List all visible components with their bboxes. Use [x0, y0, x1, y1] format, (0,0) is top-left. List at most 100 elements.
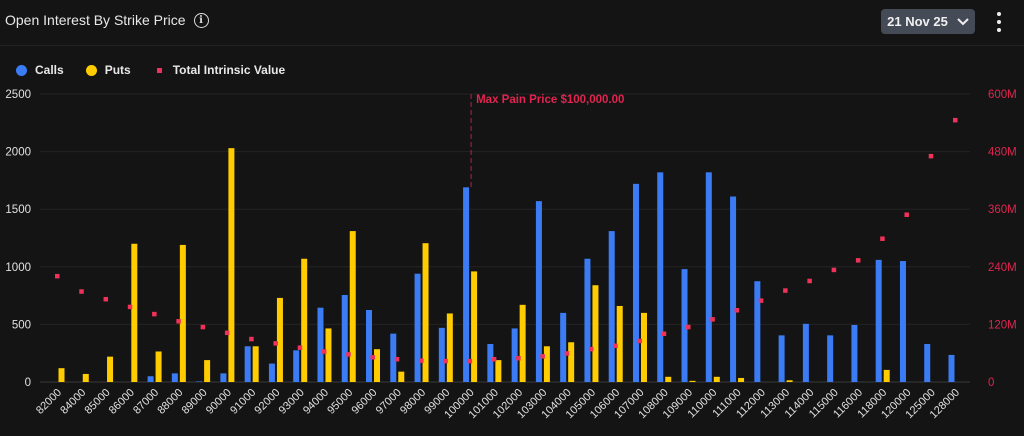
call-bar — [171, 373, 178, 382]
x-tick-label: 96000 — [350, 387, 380, 417]
put-bar — [738, 377, 745, 382]
call-bar — [390, 333, 397, 382]
intrinsic-value-point — [637, 338, 642, 344]
call-bar — [147, 376, 154, 382]
put-bar — [543, 346, 550, 382]
put-bar — [519, 304, 526, 382]
call-bar — [778, 335, 785, 382]
intrinsic-value-point — [831, 267, 837, 273]
call-bar — [827, 335, 834, 382]
y-right-tick-label: 120M — [988, 319, 1017, 331]
x-tick-label: 92000 — [252, 387, 282, 417]
intrinsic-value-point — [491, 356, 497, 362]
expiry-date-dropdown[interactable]: 21 Nov 25 — [881, 9, 975, 34]
intrinsic-value-point — [783, 288, 788, 293]
legend-item-intrinsic[interactable]: Total Intrinsic Value — [153, 63, 285, 77]
intrinsic-value-point — [953, 117, 958, 123]
put-bar — [301, 258, 308, 382]
intrinsic-value-point — [540, 354, 545, 359]
kebab-menu-icon[interactable] — [992, 12, 1006, 32]
intrinsic-value-point — [686, 324, 691, 330]
call-bar — [196, 381, 203, 382]
put-bar — [131, 243, 138, 382]
y-left-tick-label: 1500 — [5, 204, 31, 216]
intrinsic-value-point — [516, 356, 521, 361]
call-bar — [632, 183, 639, 382]
call-bar — [924, 343, 931, 382]
x-tick-label: 95000 — [325, 387, 355, 417]
put-bar — [179, 244, 186, 382]
put-bar — [689, 380, 696, 382]
chart-title-bar: Open Interest By Strike Price i — [5, 12, 209, 28]
intrinsic-value-point — [297, 345, 303, 350]
put-bar — [349, 231, 356, 382]
intrinsic-value-point — [152, 311, 157, 317]
x-tick-label: 90000 — [204, 387, 234, 417]
call-bar — [220, 373, 227, 382]
call-bar — [681, 269, 688, 382]
call-bar — [875, 259, 882, 382]
call-bar — [705, 172, 712, 382]
call-bar — [754, 281, 761, 382]
x-tick-label: 98000 — [398, 387, 428, 417]
intrinsic-swatch-icon — [156, 67, 162, 73]
call-bar — [560, 312, 567, 382]
x-tick-label: 87000 — [131, 387, 161, 417]
put-bar — [640, 312, 647, 382]
legend-label: Puts — [104, 63, 131, 77]
y-left-tick-label: 1000 — [5, 262, 31, 274]
call-bar — [948, 354, 955, 382]
put-bar — [446, 313, 453, 382]
intrinsic-value-point — [880, 236, 885, 241]
put-bar — [422, 243, 429, 382]
x-tick-label: 97000 — [374, 387, 404, 417]
put-bar — [155, 351, 162, 382]
call-bar — [657, 172, 664, 382]
put-bar — [616, 305, 623, 382]
put-bar — [107, 356, 114, 382]
y-right-tick-label: 600M — [988, 89, 1017, 101]
legend-item-calls[interactable]: Calls — [16, 63, 64, 77]
call-bar — [730, 196, 737, 382]
intrinsic-value-point — [588, 346, 594, 352]
x-tick-label: 94000 — [301, 387, 331, 417]
intrinsic-value-point — [807, 278, 812, 284]
intrinsic-value-point — [79, 289, 84, 294]
put-bar — [883, 369, 890, 382]
call-bar — [268, 363, 275, 382]
x-tick-label: 82000 — [34, 387, 64, 417]
y-right-tick-label: 240M — [988, 262, 1017, 274]
call-bar — [511, 328, 518, 382]
x-tick-label: 85000 — [83, 387, 113, 417]
x-tick-label: 91000 — [228, 387, 258, 417]
y-left-tick-label: 500 — [12, 319, 31, 331]
call-bar — [851, 324, 858, 382]
legend-item-puts[interactable]: Puts — [85, 63, 131, 77]
intrinsic-value-point — [564, 351, 570, 356]
legend: Calls Puts Total Intrinsic Value — [16, 63, 307, 77]
intrinsic-value-point — [928, 153, 934, 159]
intrinsic-value-point — [467, 358, 473, 364]
put-bar — [325, 328, 332, 382]
intrinsic-value-point — [904, 212, 909, 217]
y-right-tick-label: 0 — [988, 377, 994, 389]
expiry-date-value: 21 Nov 25 — [887, 14, 948, 29]
intrinsic-value-point — [224, 330, 230, 336]
put-bar — [252, 346, 259, 382]
calls-swatch-icon — [16, 64, 27, 76]
intrinsic-value-point — [103, 296, 109, 302]
x-tick-label: 84000 — [58, 387, 88, 417]
put-bar — [592, 285, 599, 382]
info-circle-icon[interactable]: i — [193, 12, 209, 28]
intrinsic-value-point — [200, 324, 206, 330]
put-bar — [568, 342, 575, 382]
put-bar — [82, 373, 89, 382]
chevron-down-icon — [957, 17, 969, 25]
max-pain-label: Max Pain Price $100,000.00 — [476, 94, 624, 106]
call-bar — [608, 231, 615, 382]
put-bar — [786, 380, 793, 382]
intrinsic-value-point — [443, 358, 448, 364]
intrinsic-value-point — [394, 356, 400, 362]
page-title: Open Interest By Strike Price — [5, 12, 186, 28]
